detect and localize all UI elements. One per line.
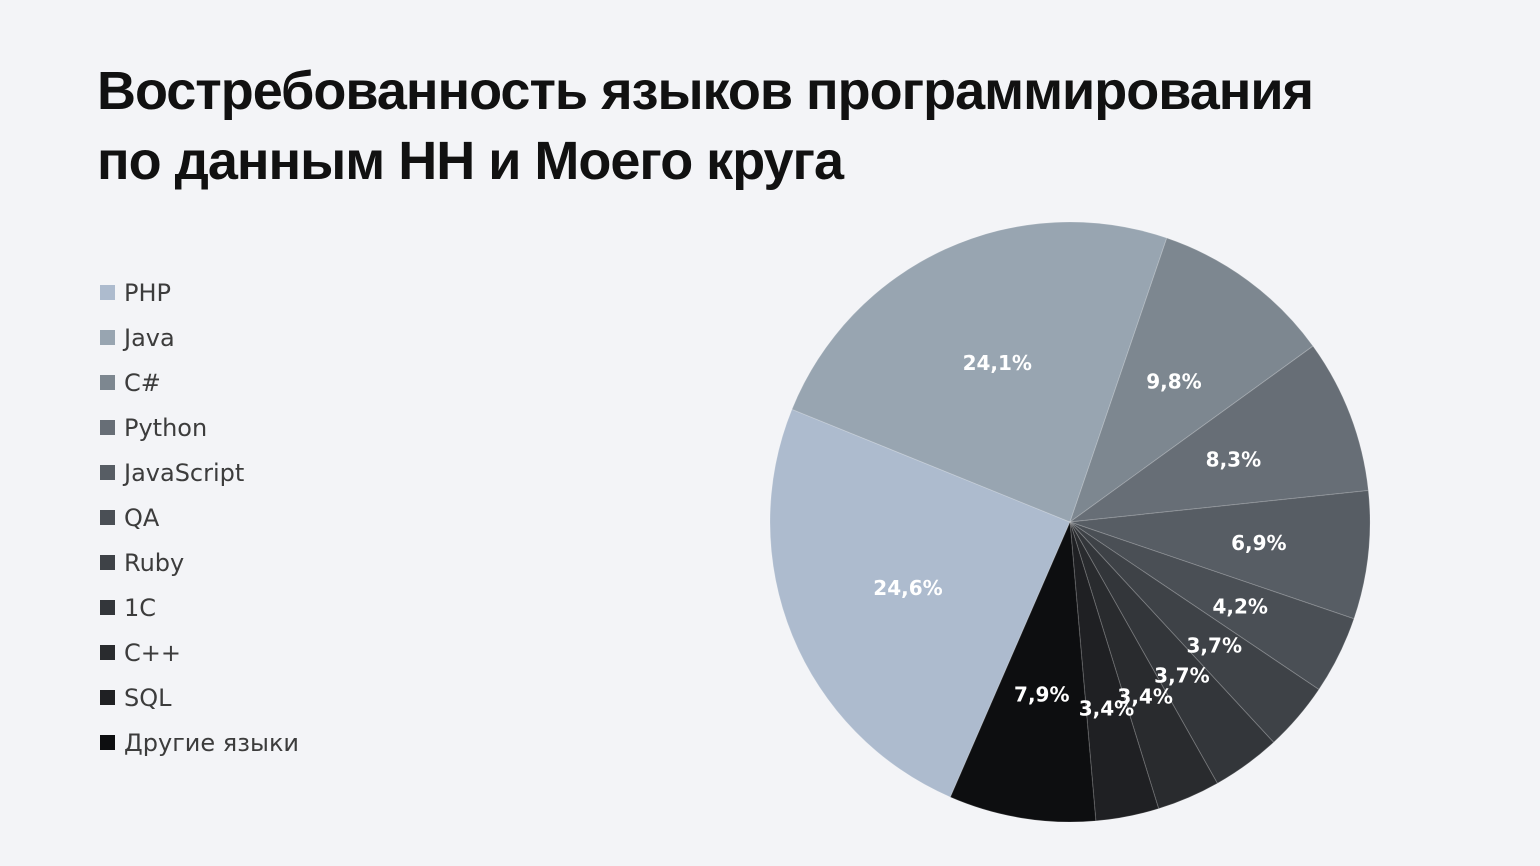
legend-swatch [100,375,115,390]
legend-swatch [100,330,115,345]
legend-item-qa: QA [100,495,299,540]
legend-label: C++ [124,638,181,667]
chart-legend: PHP Java C# Python JavaScript QA Ruby 1C C++ SQL Д… [100,270,299,765]
slice-label-other: 7,9% [1014,683,1069,707]
legend-item-java: Java [100,315,299,360]
pie-slice-csharp [1069,237,1314,524]
pie-slice-1c [1069,521,1275,784]
legend-swatch [100,645,115,660]
legend-label: Java [124,323,175,352]
legend-label: QA [124,503,160,532]
pie-slice-javascript [1069,489,1371,620]
legend-label: 1C [124,593,157,622]
legend-swatch [100,285,115,300]
slice-label-1c: 3,7% [1154,664,1209,688]
pie-slices [769,221,1371,823]
pie-slice-ruby [1069,521,1320,744]
pie-slice-php [769,408,1071,798]
slice-label-php: 24,6% [873,576,942,600]
legend-label: Python [124,413,208,442]
legend-swatch [100,420,115,435]
pie-slice-qa [1069,521,1355,691]
pie-slice-python [1068,345,1369,523]
legend-swatch [100,600,115,615]
legend-item-cpp: C++ [100,630,299,675]
pie-slice-sql [1069,521,1160,822]
legend-item-ruby: Ruby [100,540,299,585]
slice-label-python: 8,3% [1206,447,1261,471]
legend-item-javascript: JavaScript [100,450,299,495]
chart-title-line-1: Востребованность языков программирования [97,61,1314,121]
slice-label-qa: 4,2% [1212,594,1267,618]
legend-swatch [100,735,115,750]
legend-item-php: PHP [100,270,299,315]
chart-title-line-2: по данным HH и Моего круга [97,131,844,191]
slice-label-javascript: 6,9% [1231,531,1286,555]
legend-label: C# [124,368,161,397]
slice-label-ruby: 3,7% [1187,634,1242,658]
legend-swatch [100,465,115,480]
pie-slice-other [949,521,1097,823]
slice-label-sql: 3,4% [1079,696,1134,720]
pie-chart: 24,6%24,1%9,8%8,3%6,9%4,2%3,7%3,7%3,4%3,… [769,221,1371,823]
slice-label-csharp: 9,8% [1146,369,1201,393]
legend-swatch [100,510,115,525]
chart-title: Востребованность языков программирования… [97,56,1437,196]
pie-slice-cpp [1069,521,1219,810]
legend-item-1c: 1C [100,585,299,630]
legend-label: Ruby [124,548,185,577]
legend-item-python: Python [100,405,299,450]
slice-label-cpp: 3,4% [1117,685,1172,709]
legend-item-csharp: C# [100,360,299,405]
legend-swatch [100,690,115,705]
legend-swatch [100,555,115,570]
slice-label-java: 24,1% [963,351,1032,375]
legend-label: SQL [124,683,172,712]
pie-slice-labels: 24,6%24,1%9,8%8,3%6,9%4,2%3,7%3,7%3,4%3,… [873,351,1286,721]
pie-slice-java [791,221,1168,523]
legend-item-other: Другие языки [100,720,299,765]
legend-label: PHP [124,278,171,307]
legend-label: Другие языки [124,728,300,757]
legend-item-sql: SQL [100,675,299,720]
legend-label: JavaScript [124,458,245,487]
